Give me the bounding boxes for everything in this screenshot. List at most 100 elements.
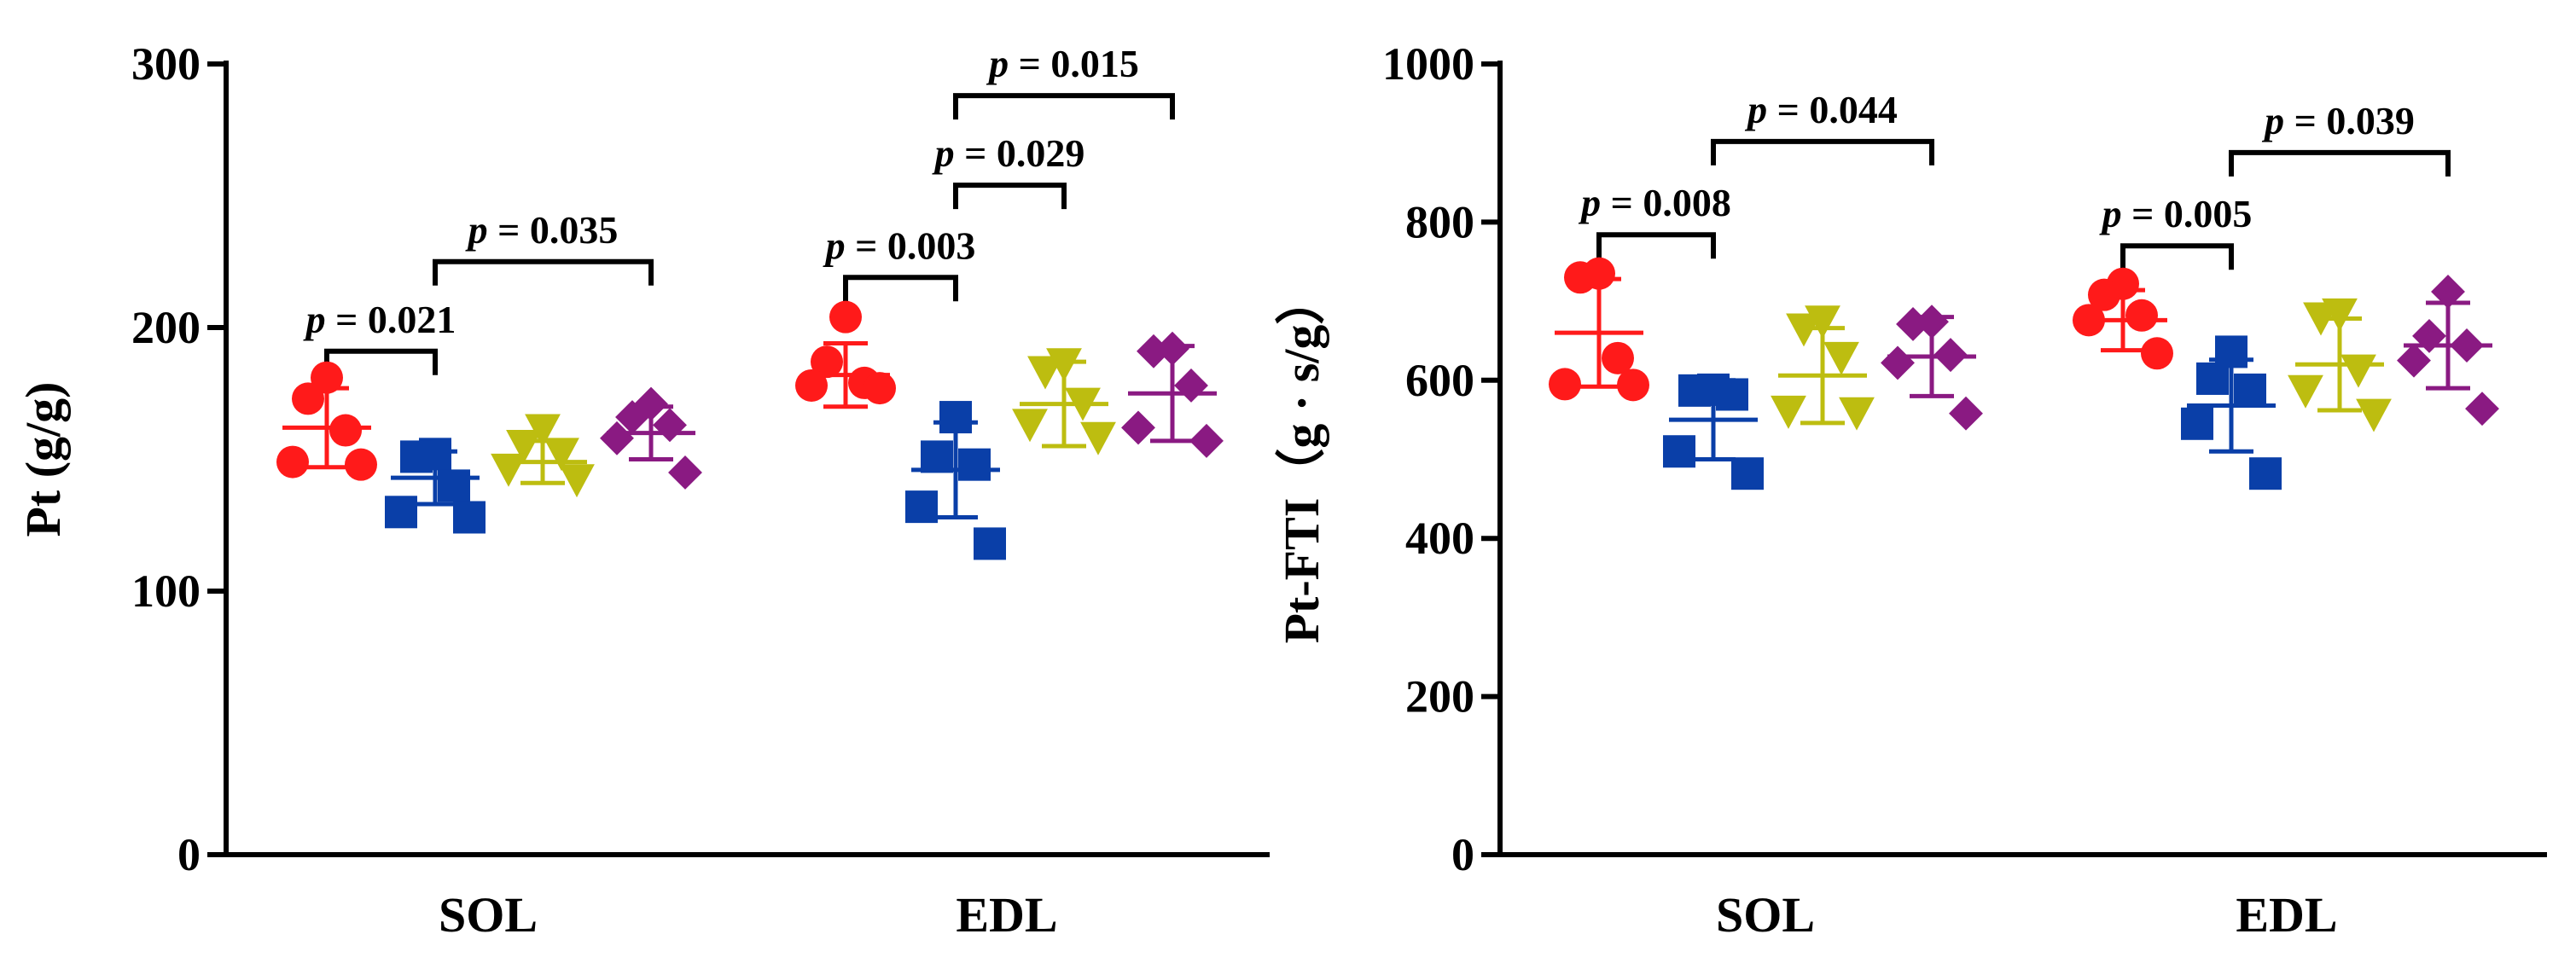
p-value-label: p = 0.005 xyxy=(2099,192,2253,235)
x-category-label: SOL xyxy=(439,887,538,943)
data-point xyxy=(2196,362,2229,395)
data-point xyxy=(1786,313,1822,347)
data-point xyxy=(1027,356,1063,390)
data-point xyxy=(668,455,702,490)
p-value-label: p = 0.044 xyxy=(1744,88,1898,131)
p-value-label: p = 0.003 xyxy=(823,223,976,267)
data-point xyxy=(600,421,634,455)
significance-bracket xyxy=(953,93,1175,120)
data-point xyxy=(1915,305,1949,339)
x-category-label: SOL xyxy=(1716,887,1815,943)
data-point xyxy=(1933,338,1968,373)
data-point xyxy=(2073,304,2105,337)
y-axis-title: Pt-FTI（g · s/g） xyxy=(1274,276,1329,644)
significance-bracket xyxy=(2120,243,2234,270)
p-symbol: p xyxy=(823,223,846,267)
data-point xyxy=(2431,275,2465,309)
data-point xyxy=(1716,378,1748,411)
y-tick-label: 600 xyxy=(1405,355,1474,406)
significance-bracket xyxy=(324,348,438,375)
p-value-label: p = 0.029 xyxy=(932,131,1085,175)
significance-bracket xyxy=(1596,232,1716,259)
data-point xyxy=(453,501,486,534)
p-value: = 0.039 xyxy=(2284,99,2415,142)
x-category-label: EDL xyxy=(2236,887,2337,943)
data-point xyxy=(1823,341,1859,375)
data-point xyxy=(653,408,687,443)
data-point xyxy=(939,401,972,434)
panel-2: 0 200 400 600 800 1000 Pt-FTI（g · s/g） SOL EDL p … xyxy=(1274,38,2547,943)
p-value-label: p = 0.015 xyxy=(986,42,1139,85)
data-point xyxy=(1080,421,1116,455)
y-tick-label: 0 xyxy=(177,829,201,880)
p-symbol: p xyxy=(303,298,326,341)
p-value: = 0.003 xyxy=(846,223,976,267)
data-point xyxy=(829,300,862,334)
p-symbol: p xyxy=(1578,181,1601,224)
data-point xyxy=(2465,392,2499,426)
data-point xyxy=(921,440,953,473)
data-point xyxy=(1771,395,1806,429)
data-point xyxy=(2088,278,2120,311)
significance-bracket xyxy=(843,275,958,302)
data-point xyxy=(2288,374,2323,409)
data-point xyxy=(1839,397,1875,431)
data-point xyxy=(525,414,561,448)
p-value-label: p = 0.021 xyxy=(303,298,456,341)
y-tick-label: 0 xyxy=(1451,829,1474,880)
data-point xyxy=(974,527,1006,560)
data-point xyxy=(311,361,343,394)
data-point xyxy=(795,368,828,402)
data-point xyxy=(1602,341,1634,374)
y-tick-label: 1000 xyxy=(1382,38,1474,90)
y-tick-label: 100 xyxy=(131,566,201,617)
data-point xyxy=(438,469,470,502)
y-tick-label: 400 xyxy=(1405,513,1474,564)
data-point xyxy=(2303,302,2339,336)
data-point xyxy=(2234,373,2266,406)
data-point xyxy=(1137,334,1171,368)
data-point xyxy=(329,414,362,447)
data-point xyxy=(544,438,579,472)
p-symbol: p xyxy=(2261,99,2284,142)
p-value: = 0.035 xyxy=(488,208,619,252)
data-point xyxy=(385,496,417,529)
p-value-label: p = 0.008 xyxy=(1578,181,1731,224)
p-symbol: p xyxy=(986,42,1009,85)
data-point xyxy=(1121,410,1155,445)
data-point xyxy=(2397,343,2431,378)
data-point xyxy=(400,440,433,473)
y-tick-label: 800 xyxy=(1405,196,1474,247)
data-point xyxy=(958,448,991,481)
p-value: = 0.021 xyxy=(326,298,456,341)
data-point xyxy=(2412,318,2446,353)
data-point xyxy=(2450,328,2484,363)
data-point xyxy=(559,464,595,498)
p-symbol: p xyxy=(2099,192,2122,235)
data-point xyxy=(1617,368,1649,402)
data-point xyxy=(1663,435,1695,468)
y-tick-label: 300 xyxy=(131,38,201,90)
data-point xyxy=(506,430,542,463)
p-value-label: p = 0.039 xyxy=(2261,99,2415,142)
significance-bracket xyxy=(953,183,1067,210)
data-point xyxy=(1678,374,1711,407)
p-value: = 0.008 xyxy=(1601,181,1731,224)
data-point xyxy=(1949,396,1983,431)
data-point xyxy=(2249,457,2282,490)
significance-bracket xyxy=(2229,149,2451,177)
data-point xyxy=(1896,307,1930,341)
p-symbol: p xyxy=(465,208,488,252)
data-point xyxy=(811,345,843,379)
data-point xyxy=(2181,407,2213,440)
data-point xyxy=(864,372,896,405)
x-category-label: EDL xyxy=(956,887,1057,943)
y-tick-label: 200 xyxy=(131,302,201,353)
data-point xyxy=(905,490,938,524)
p-value-label: p = 0.035 xyxy=(465,208,619,252)
data-point xyxy=(276,445,309,479)
data-point xyxy=(345,448,377,481)
